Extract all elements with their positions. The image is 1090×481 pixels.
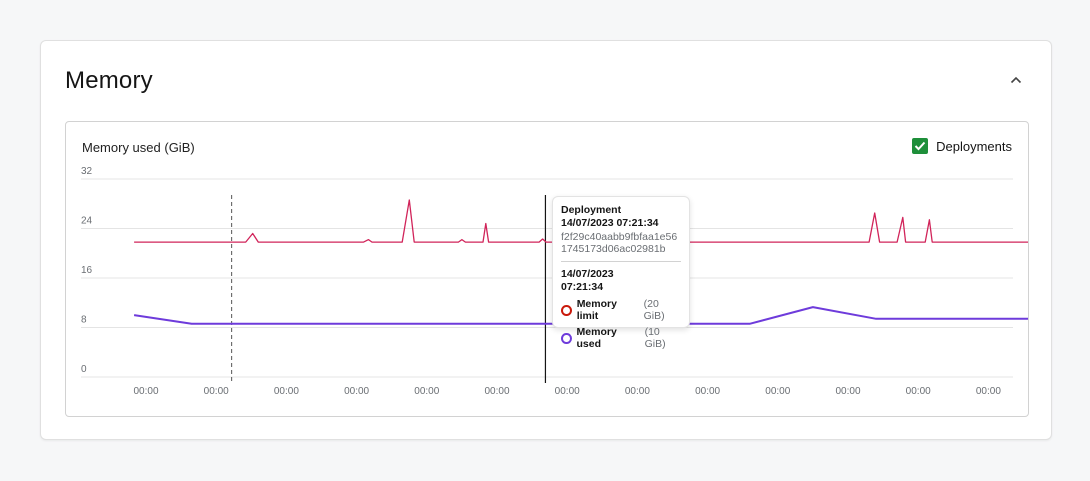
collapse-chevron-up-icon[interactable] [1007, 71, 1025, 89]
x-tick-label: 00:00 [274, 386, 299, 397]
x-tick-label: 00:00 [414, 386, 439, 397]
tooltip-row-used: Memory used (10 GiB) [561, 326, 681, 350]
x-tick-label: 00:00 [625, 386, 650, 397]
x-tick-label: 00:00 [484, 386, 509, 397]
x-tick-label: 00:00 [835, 386, 860, 397]
x-tick-label: 00:00 [765, 386, 790, 397]
x-tick-label: 00:00 [695, 386, 720, 397]
tooltip-deploy-time: 14/07/2023 07:21:34 [561, 217, 659, 229]
deployments-toggle-label: Deployments [936, 138, 1012, 154]
x-tick-label: 00:00 [133, 386, 158, 397]
tooltip-time-date: 14/07/2023 [561, 268, 614, 280]
tooltip-row-value: (20 GiB) [643, 298, 665, 322]
x-tick-label: 00:00 [204, 386, 229, 397]
y-tick-label: 16 [81, 265, 93, 276]
chart-panel: Memory used (GiB) Deployments 0 8 16 24 32 00… [65, 121, 1029, 417]
x-tick-label: 00:00 [555, 386, 580, 397]
y-tick-label: 0 [81, 364, 87, 375]
y-tick-label: 8 [81, 315, 87, 326]
x-tick-label: 00:00 [344, 386, 369, 397]
card-title: Memory [65, 67, 153, 94]
tooltip-row-name: Memory limit [576, 298, 617, 322]
x-tick-label: 00:00 [976, 386, 1001, 397]
x-tick-label: 00:00 [906, 386, 931, 397]
limit-circle-icon [561, 304, 572, 316]
y-tick-label: 32 [81, 166, 93, 177]
tooltip-row-limit: Memory limit (20 GiB) [561, 298, 681, 322]
deployments-toggle[interactable]: Deployments [912, 138, 1012, 154]
tooltip-divider [561, 261, 681, 262]
chart-tooltip: Deployment 14/07/2023 07:21:34 f2f29c40a… [552, 196, 690, 350]
tooltip-row-name: Memory used [576, 326, 617, 350]
memory-limit-line [134, 199, 1028, 243]
tooltip-row-value: (10 GiB) [644, 326, 666, 350]
y-tick-label: 24 [81, 216, 93, 227]
memory-chart: 0 8 16 24 32 00:00 00:00 00:00 00:00 00:00 00:00 00… [81, 166, 1028, 397]
tooltip-hash: f2f29c40aabb9fbfaa1e561745173d06ac02981b [561, 231, 678, 255]
tooltip-header: Deployment [561, 204, 622, 216]
memory-used-line [133, 306, 1028, 325]
used-circle-icon [561, 332, 572, 344]
tooltip-time-clock: 07:21:34 [561, 281, 604, 293]
chart-title: Memory used (GiB) [82, 140, 195, 155]
checkbox-checked-icon[interactable] [912, 138, 929, 154]
memory-card: Memory Memory used (GiB) Deployments 0 8 1… [40, 40, 1052, 440]
